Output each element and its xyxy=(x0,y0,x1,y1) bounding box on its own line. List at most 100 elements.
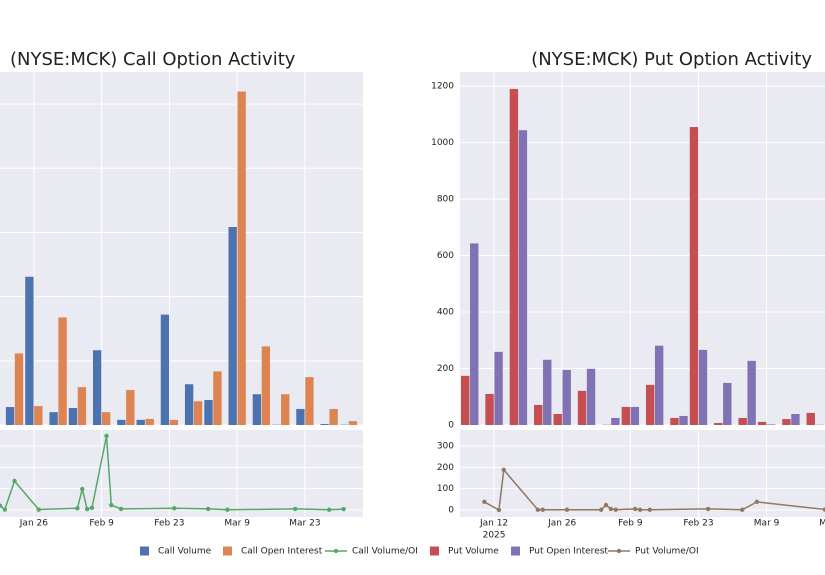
chart-title: (NYSE:MCK) Put Option Activity xyxy=(531,49,812,70)
bar xyxy=(281,394,290,425)
line-point xyxy=(598,507,604,512)
line-point xyxy=(608,506,614,512)
legend-label: Put Open Interest xyxy=(529,547,608,557)
line-point xyxy=(535,507,541,512)
x-tick-label: Jan 12 xyxy=(479,519,508,529)
bar xyxy=(184,384,194,425)
bar xyxy=(766,424,776,425)
line-point xyxy=(118,506,124,512)
bar xyxy=(348,421,358,425)
bar xyxy=(586,368,596,425)
bar xyxy=(14,353,24,425)
y-tick-label: 800 xyxy=(437,195,454,205)
bar xyxy=(747,360,756,425)
x-tick-label: Feb 23 xyxy=(683,519,713,529)
x-tick-label: Feb 9 xyxy=(618,519,643,529)
bar xyxy=(160,314,170,425)
line-point xyxy=(754,499,760,505)
legend-label: Call Volume/OI xyxy=(352,547,418,557)
legend-label: Put Volume/OI xyxy=(635,547,699,557)
bar xyxy=(485,393,494,425)
line-point xyxy=(341,506,346,512)
line-point xyxy=(0,503,3,508)
line-point xyxy=(706,506,711,512)
x-tick-label: Mar 9 xyxy=(224,519,250,529)
y-tick-label: 1200 xyxy=(431,82,454,92)
line-point xyxy=(104,433,109,439)
plot-bg xyxy=(0,72,363,425)
bar xyxy=(25,276,34,425)
x-tick-label: Feb 9 xyxy=(89,519,114,529)
line-point xyxy=(109,502,114,508)
bar xyxy=(670,417,679,425)
legend-swatch xyxy=(430,546,439,556)
bar xyxy=(791,413,800,425)
bar xyxy=(577,390,587,425)
bar xyxy=(77,387,87,425)
bar xyxy=(494,351,503,425)
bar xyxy=(92,350,102,425)
line-point xyxy=(633,506,638,512)
bar xyxy=(562,369,571,425)
line-point xyxy=(501,467,506,473)
bar xyxy=(204,399,213,425)
bar xyxy=(68,407,78,425)
y-tick-label: 400 xyxy=(437,308,454,318)
bar xyxy=(296,408,305,425)
bar xyxy=(534,404,543,425)
plot-bg-lower xyxy=(0,430,363,517)
line-point xyxy=(75,506,80,511)
line-point xyxy=(482,499,487,505)
bar xyxy=(723,382,732,425)
line-point xyxy=(564,507,570,512)
line-point xyxy=(637,507,643,512)
line-point xyxy=(80,486,85,492)
bar xyxy=(329,408,338,425)
bar xyxy=(136,419,145,425)
line-point xyxy=(225,507,230,512)
bar xyxy=(101,412,111,425)
bar xyxy=(461,375,470,425)
line-point xyxy=(12,478,17,484)
bar xyxy=(213,371,222,425)
bar xyxy=(193,401,203,425)
bar xyxy=(714,423,723,425)
x-tick-label: Feb 23 xyxy=(154,519,184,529)
bar xyxy=(689,127,699,426)
x-tick-label: Jan 26 xyxy=(547,519,576,529)
bar xyxy=(228,226,237,425)
legend-label: Call Volume xyxy=(158,547,212,557)
bar xyxy=(553,413,562,425)
bar xyxy=(320,424,329,425)
line-point xyxy=(293,506,298,512)
bar xyxy=(806,412,815,425)
bar xyxy=(757,421,767,425)
legend-swatch xyxy=(511,546,520,556)
y-tick-label: 600 xyxy=(437,251,454,261)
x-year-label: 2025 xyxy=(483,531,506,541)
line-point xyxy=(647,507,652,512)
y2-tick-label: 300 xyxy=(437,441,454,451)
line-point xyxy=(613,507,618,512)
x-tick-label: Mar 23 xyxy=(819,519,825,529)
bar xyxy=(698,349,708,425)
bar xyxy=(679,415,688,425)
bar xyxy=(738,417,747,425)
line-point xyxy=(540,507,545,512)
line-point xyxy=(89,505,95,511)
bar xyxy=(117,419,126,425)
y2-tick-label: 0 xyxy=(448,505,454,515)
line-point xyxy=(326,507,332,512)
y-tick-label: 200 xyxy=(437,364,454,374)
line-point xyxy=(603,502,609,508)
y-tick-label: 0 xyxy=(448,421,454,431)
legend-label: Put Volume xyxy=(448,547,499,557)
bar xyxy=(126,390,135,425)
legend-swatch xyxy=(223,546,232,556)
bar xyxy=(252,394,262,425)
y2-tick-label: 200 xyxy=(437,463,454,473)
bar xyxy=(237,91,246,426)
bar xyxy=(145,418,154,425)
y2-tick-label: 100 xyxy=(437,484,454,494)
